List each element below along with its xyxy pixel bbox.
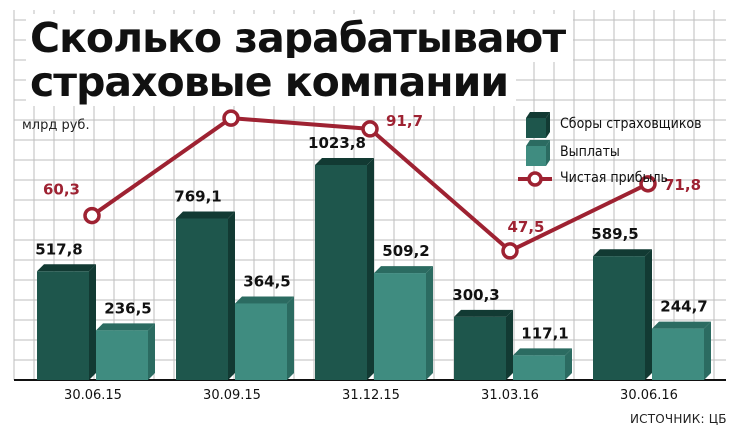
data-label-payouts: 364,5 <box>243 272 290 290</box>
profit-point <box>222 109 240 127</box>
data-label-payouts: 244,7 <box>660 298 707 316</box>
data-label-profit: 47,5 <box>507 218 544 236</box>
bar-premiums-side <box>645 249 652 380</box>
bar-premiums-side <box>367 158 374 380</box>
bar-premiums-side <box>506 309 513 380</box>
bar-payouts <box>235 303 287 380</box>
x-tick-label: 31.12.15 <box>342 388 400 403</box>
y-axis-unit-label: млрд руб. <box>22 118 90 133</box>
bar-payouts <box>513 355 565 380</box>
legend-label-premiums: Сборы страховщиков <box>560 116 702 132</box>
legend-swatch-payouts <box>526 140 550 166</box>
profit-point <box>639 175 657 193</box>
chart-title-line-1: Сколько зарабатывают <box>26 14 574 62</box>
data-label-premiums: 1023,8 <box>308 134 366 152</box>
data-label-payouts: 236,5 <box>104 299 151 317</box>
x-tick-label: 31.03.16 <box>481 388 539 403</box>
bar-payouts-top <box>235 296 294 304</box>
bar-payouts <box>96 330 148 380</box>
bar-premiums-top <box>454 309 513 317</box>
x-tick-label: 30.09.15 <box>203 388 261 403</box>
bar-premiums <box>593 256 645 380</box>
legend-label-payouts: Выплаты <box>560 144 620 160</box>
profit-point <box>83 206 101 225</box>
legend-swatch-premiums <box>526 112 550 138</box>
bar-payouts-top <box>374 266 433 274</box>
bar-premiums <box>176 218 228 380</box>
source-note: ИСТОЧНИК: ЦБ <box>630 412 727 426</box>
bar-premiums-side <box>228 211 235 380</box>
data-label-profit: 91,7 <box>386 112 423 130</box>
data-label-premiums: 589,5 <box>591 225 638 243</box>
data-label-payouts: 117,1 <box>521 324 568 342</box>
x-tick-label: 30.06.15 <box>64 388 122 403</box>
data-label-premiums: 769,1 <box>174 187 221 205</box>
bar-premiums <box>37 271 89 380</box>
bar-payouts-side <box>565 348 572 380</box>
bar-payouts-side <box>287 296 294 380</box>
bar-payouts-top <box>513 348 572 356</box>
bar-payouts-top <box>652 321 711 329</box>
bar-premiums-top <box>37 264 96 272</box>
bar-payouts-top <box>96 323 155 331</box>
bar-premiums <box>315 165 367 380</box>
bar-premiums-top <box>315 158 374 165</box>
bar-premiums-top <box>593 249 652 257</box>
bar-payouts <box>374 273 426 380</box>
data-label-profit: 60,3 <box>43 181 80 199</box>
bar-premiums-top <box>176 211 235 219</box>
bar-premiums <box>454 316 506 380</box>
chart-title-line-2: страховые компании <box>26 58 517 106</box>
legend-label-profit: Чистая прибыль <box>560 170 668 186</box>
bar-payouts-side <box>426 266 433 380</box>
bar-payouts-side <box>704 321 711 380</box>
data-label-premiums: 300,3 <box>452 286 499 304</box>
profit-point <box>501 242 519 260</box>
data-label-premiums: 517,8 <box>35 240 82 258</box>
profit-point <box>361 120 379 138</box>
legend-swatch-profit <box>518 171 552 187</box>
data-label-profit: 71,8 <box>664 176 701 194</box>
data-label-payouts: 509,2 <box>382 242 429 260</box>
bar-premiums-side <box>89 264 96 380</box>
bar-payouts <box>652 328 704 380</box>
x-tick-label: 30.06.16 <box>620 388 678 403</box>
bar-payouts-side <box>148 323 155 380</box>
